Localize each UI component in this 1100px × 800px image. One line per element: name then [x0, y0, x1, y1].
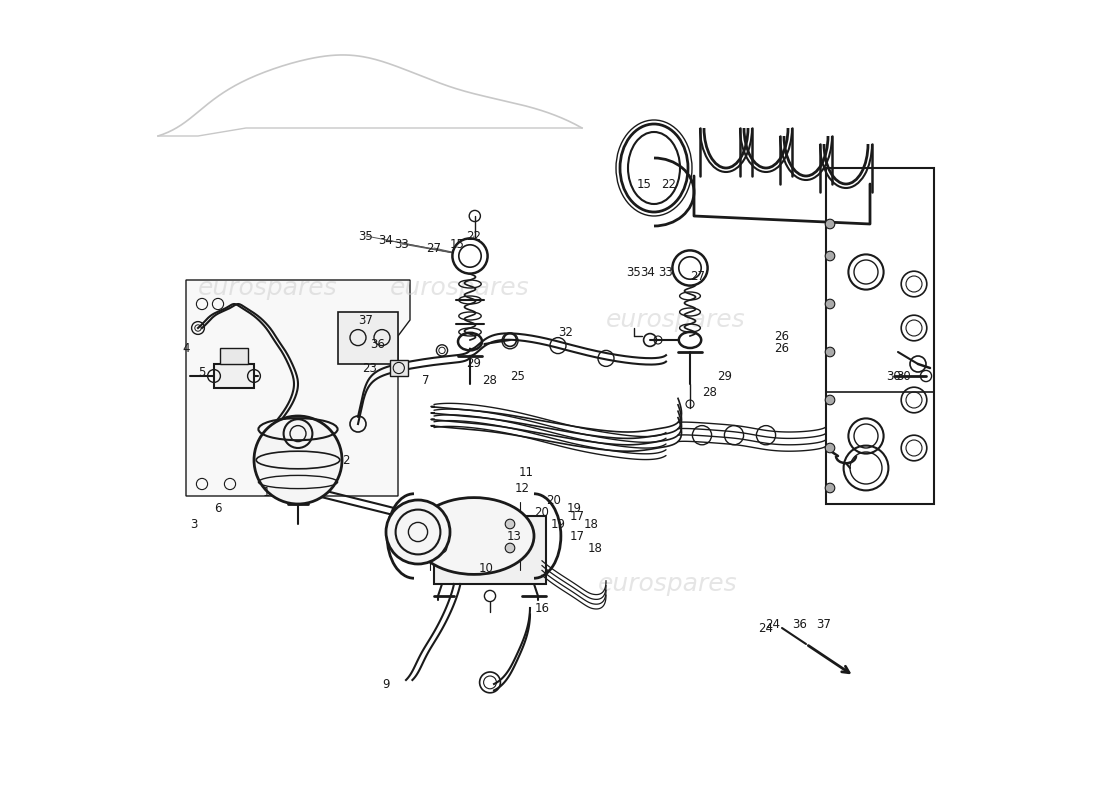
Text: 6: 6	[214, 502, 222, 514]
Circle shape	[437, 519, 447, 529]
Bar	[390, 360, 408, 376]
Text: 35: 35	[359, 230, 373, 242]
Text: 29: 29	[717, 370, 732, 382]
Bar	[338, 312, 398, 364]
Text: 36: 36	[792, 618, 807, 630]
Text: 22: 22	[661, 178, 675, 190]
Circle shape	[388, 529, 395, 535]
Ellipse shape	[414, 498, 534, 574]
Text: 15: 15	[450, 238, 464, 250]
Circle shape	[825, 443, 835, 453]
Text: 20: 20	[547, 494, 561, 506]
Circle shape	[825, 251, 835, 261]
Text: 26: 26	[774, 342, 790, 354]
Text: 34: 34	[378, 234, 394, 246]
Circle shape	[825, 219, 835, 229]
Text: 7: 7	[422, 374, 430, 386]
Text: 3: 3	[190, 518, 198, 530]
Text: 15: 15	[637, 178, 652, 190]
Text: 37: 37	[359, 314, 373, 326]
Circle shape	[452, 238, 487, 274]
Text: 17: 17	[570, 510, 585, 522]
Bar	[214, 364, 254, 388]
Circle shape	[825, 483, 835, 493]
Text: 29: 29	[466, 358, 482, 370]
Text: eurospares: eurospares	[198, 276, 338, 300]
Circle shape	[825, 395, 835, 405]
Text: 35: 35	[627, 266, 641, 278]
Text: eurospares: eurospares	[606, 308, 746, 332]
Text: 28: 28	[703, 386, 717, 398]
Text: 20: 20	[535, 506, 549, 518]
Text: 26: 26	[774, 330, 790, 342]
Circle shape	[505, 519, 515, 529]
Text: 16: 16	[535, 602, 550, 614]
Bar	[434, 516, 546, 584]
Circle shape	[437, 543, 447, 553]
Text: 9: 9	[383, 678, 389, 690]
Text: 33: 33	[659, 266, 673, 278]
Text: 24: 24	[759, 622, 773, 634]
Bar	[490, 548, 510, 560]
Text: 30: 30	[896, 370, 911, 382]
Text: 37: 37	[816, 618, 831, 630]
Text: 11: 11	[518, 466, 534, 478]
Bar	[220, 348, 249, 364]
Text: eurospares: eurospares	[598, 572, 738, 596]
Text: 4: 4	[183, 342, 189, 354]
Circle shape	[254, 416, 342, 504]
Text: 2: 2	[342, 454, 350, 466]
Circle shape	[415, 555, 421, 562]
Text: 10: 10	[478, 562, 494, 574]
Text: 33: 33	[395, 238, 409, 250]
Text: 1: 1	[262, 486, 270, 498]
Polygon shape	[186, 280, 410, 496]
Text: 34: 34	[640, 266, 654, 278]
Bar	[826, 168, 934, 504]
Circle shape	[825, 299, 835, 309]
Text: 18: 18	[584, 518, 600, 530]
Circle shape	[484, 590, 496, 602]
Text: 18: 18	[587, 542, 602, 554]
Text: 36: 36	[371, 338, 385, 350]
Text: 25: 25	[510, 370, 526, 382]
Text: 28: 28	[483, 374, 497, 386]
Text: 13: 13	[507, 530, 521, 542]
Text: 27: 27	[427, 242, 441, 254]
Text: 23: 23	[363, 362, 377, 374]
Circle shape	[415, 502, 421, 509]
Circle shape	[386, 500, 450, 564]
Text: 32: 32	[559, 326, 573, 338]
Text: 22: 22	[466, 230, 482, 242]
Text: 27: 27	[691, 270, 705, 282]
Circle shape	[441, 529, 448, 535]
Text: 12: 12	[515, 482, 529, 494]
Text: eurospares: eurospares	[390, 276, 529, 300]
Text: 17: 17	[570, 530, 585, 542]
Circle shape	[505, 543, 515, 553]
Text: 5: 5	[198, 366, 206, 378]
Text: 19: 19	[566, 502, 582, 514]
Circle shape	[825, 347, 835, 357]
Text: 30: 30	[887, 370, 901, 382]
Text: 24: 24	[764, 618, 780, 630]
Text: 19: 19	[550, 518, 565, 530]
Circle shape	[672, 250, 707, 286]
